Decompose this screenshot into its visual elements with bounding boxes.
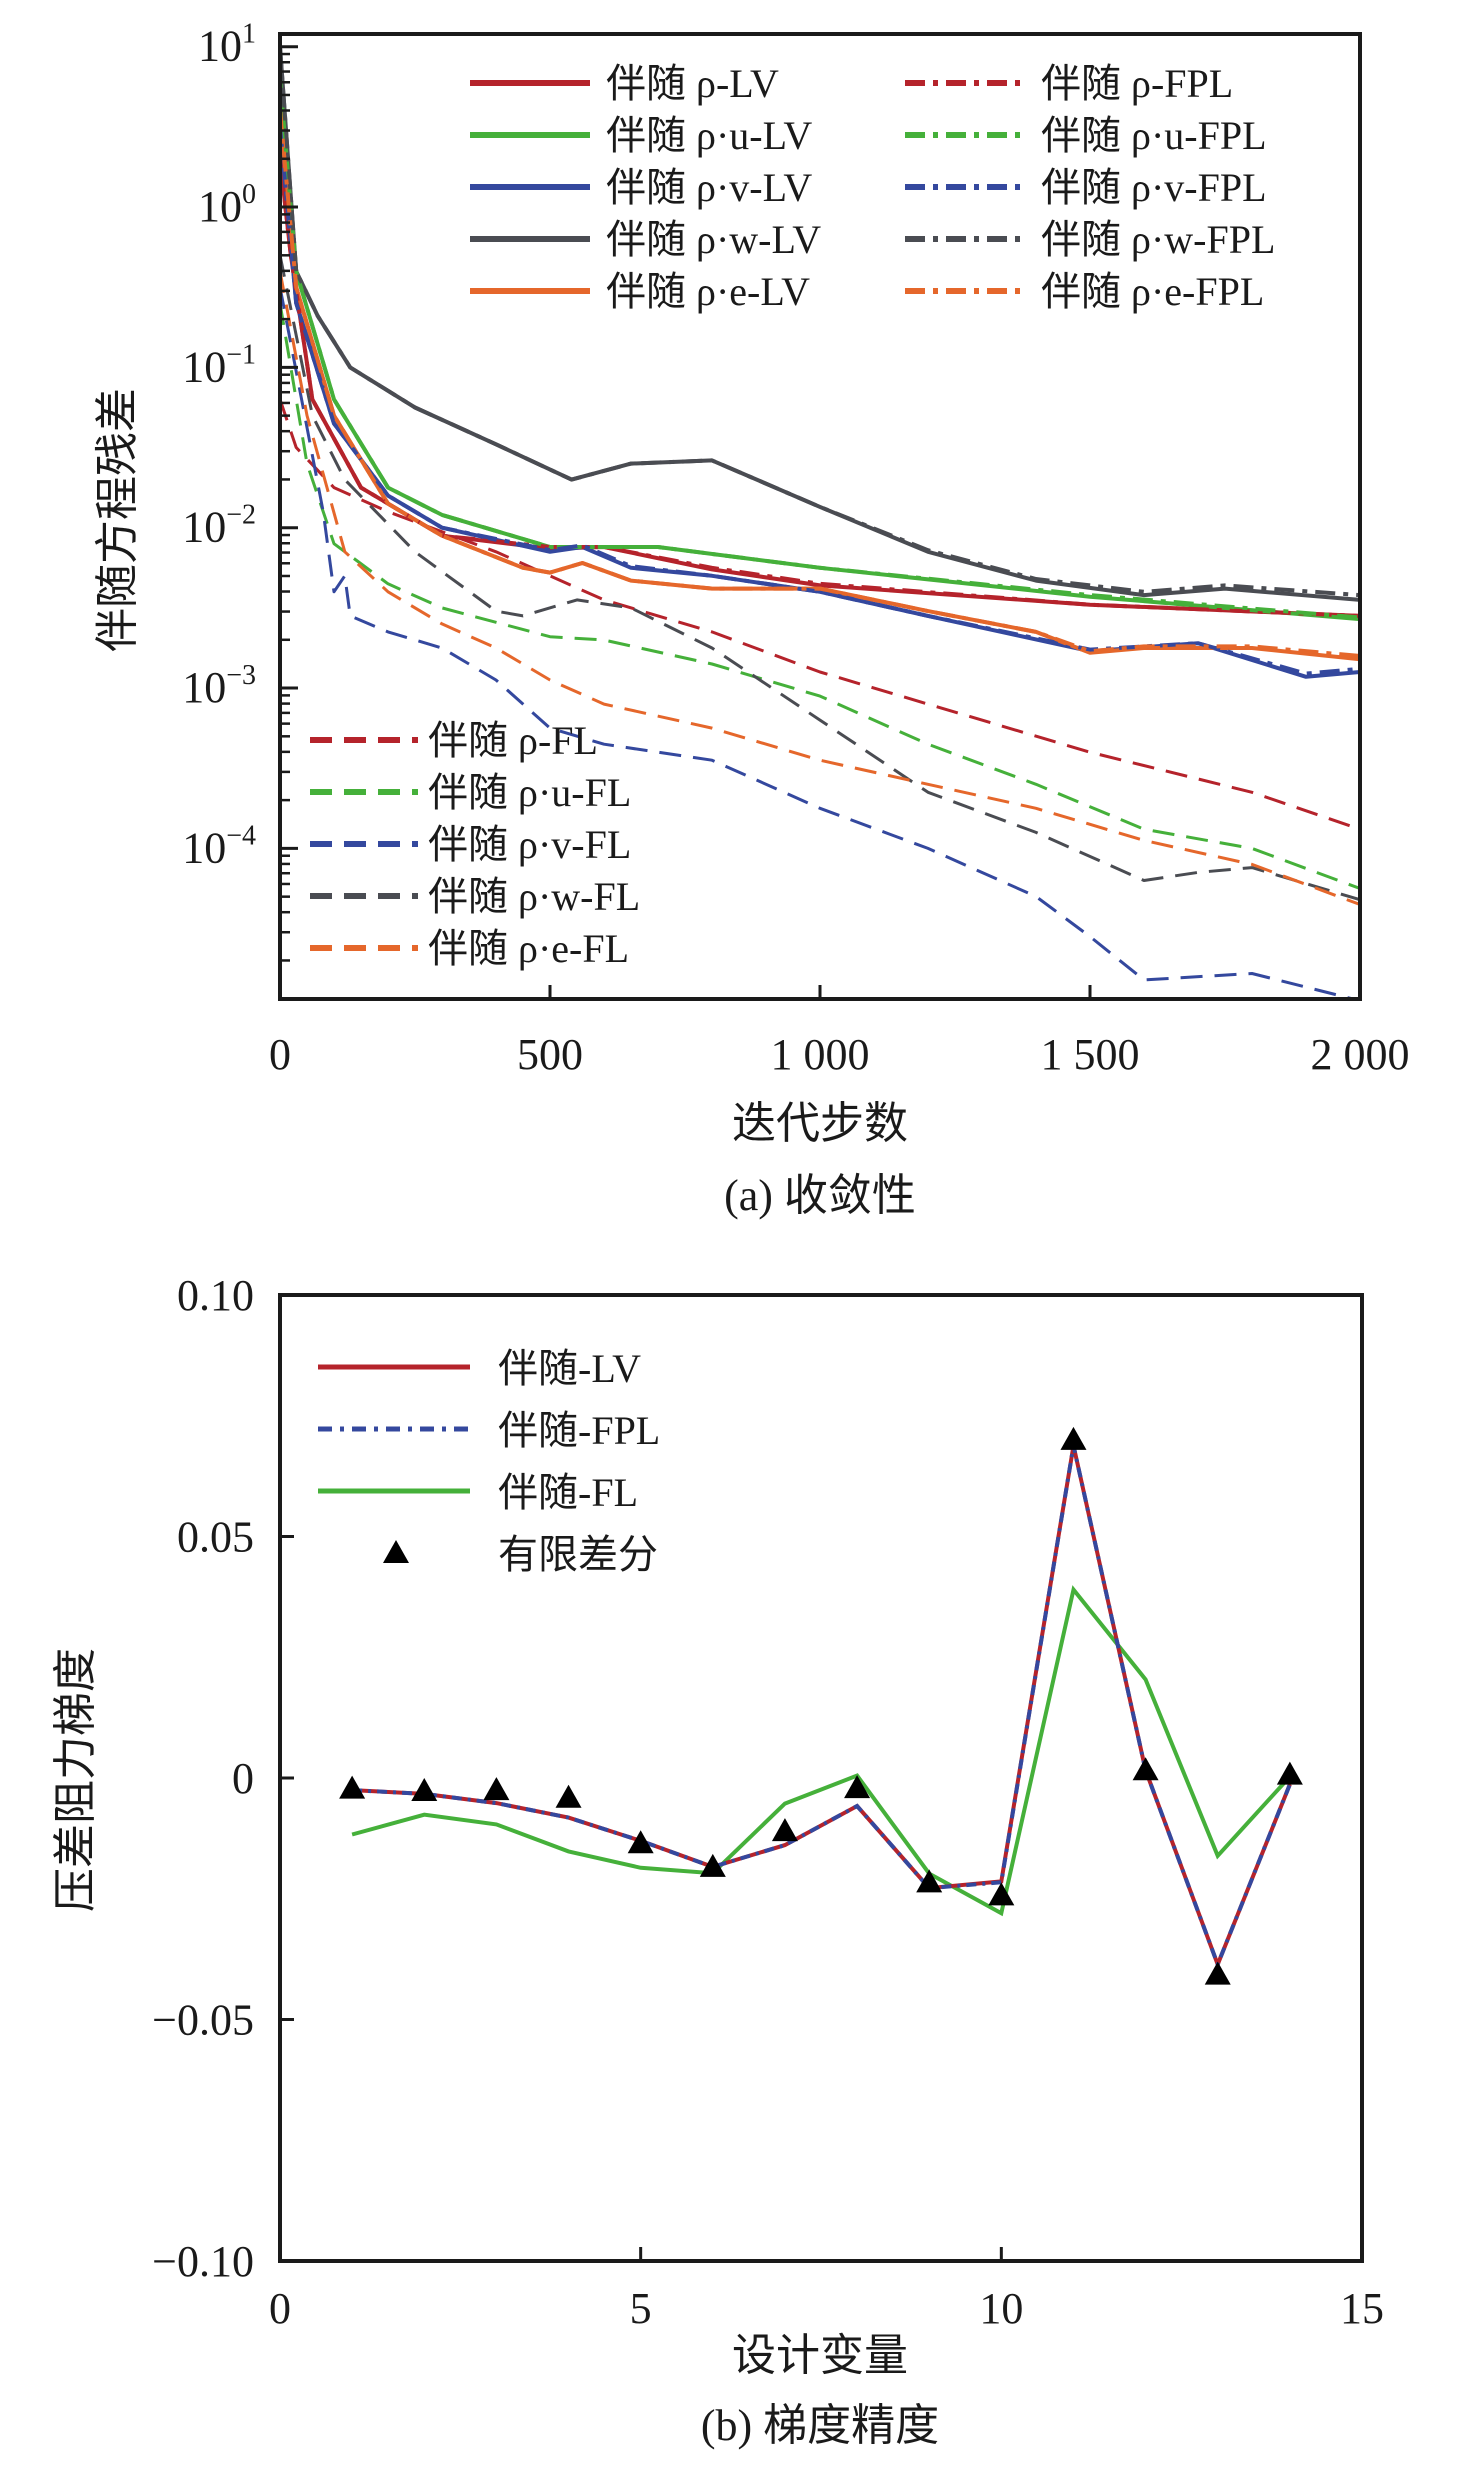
chart-b-y-axis-title: 压差阻力梯度 <box>50 1648 101 1912</box>
legend-label: 伴随 ρ·e-FL <box>428 926 629 971</box>
y-tick-label: −0.10 <box>152 2237 254 2286</box>
series-line-lv <box>351 1445 1292 1970</box>
x-tick-label: 10 <box>979 2284 1023 2333</box>
series-line-e-fpl-dashdot <box>280 110 1360 658</box>
legend-label: 伴随 ρ·e-LV <box>606 269 810 314</box>
legend-label: 有限差分 <box>498 1532 658 1577</box>
y-tick-label: 101 <box>198 19 256 71</box>
legend-label: 伴随 ρ-FPL <box>1041 61 1233 106</box>
chart-a-caption: (a) 收敛性 <box>724 1171 916 1220</box>
chart-b-x-axis-title: 设计变量 <box>732 2330 908 2381</box>
legend-label: 伴随 ρ·v-FL <box>428 822 631 867</box>
legend-label: 伴随 ρ-LV <box>606 61 779 106</box>
y-tick-label: 0 <box>232 1754 254 1803</box>
finite-difference-marker <box>1060 1426 1087 1450</box>
series-line-fpl <box>351 1445 1292 1970</box>
chart-b-legend: 伴随-LV 伴随-FPL 伴随-FL 有限差分 <box>318 1346 660 1577</box>
finite-difference-marker <box>771 1818 798 1842</box>
chart-a-convergence: 0 500 1 000 1 500 2 000 101 100 10−1 10−2 10−3 10−… <box>92 19 1410 1220</box>
x-tick-label: 15 <box>1340 2284 1384 2333</box>
legend-label: 伴随 ρ·w-LV <box>606 217 821 262</box>
finite-difference-marker <box>988 1882 1015 1906</box>
series-line-u-lv-solid <box>280 78 1360 622</box>
chart-a-series-group <box>280 46 1360 999</box>
legend-label: 伴随 ρ·u-FPL <box>1041 113 1267 158</box>
chart-a-x-axis-title: 迭代步数 <box>732 1098 908 1149</box>
y-tick-label: 10−3 <box>182 660 256 712</box>
chart-b-gradient-accuracy: 0 5 10 150.100.050−0.05−0.10 伴随-LV伴随-FPL伴随-… <box>50 1271 1384 2450</box>
chart-b-caption: (b) 梯度精度 <box>701 2401 939 2450</box>
chart-b-frame <box>278 1293 1364 2263</box>
finite-difference-marker <box>411 1778 438 1802</box>
finite-difference-marker <box>1276 1761 1303 1785</box>
x-tick-label: 1 500 <box>1041 1030 1140 1079</box>
legend-label: 伴随 ρ·w-FL <box>428 874 640 919</box>
legend-label: 伴随 ρ·u-LV <box>606 113 812 158</box>
series-line-v-fl-dashed <box>280 286 1360 999</box>
x-tick-label: 0 <box>269 1030 291 1079</box>
legend-label: 伴随 ρ·e-FPL <box>1041 269 1264 314</box>
legend-swatch-finite-difference <box>383 1540 409 1563</box>
legend-label: 伴随-FPL <box>498 1408 660 1453</box>
chart-a-ticks: 0 500 1 000 1 500 2 000 101 100 10−1 10−2 10−3 10−… <box>182 19 1409 1079</box>
legend-label: 伴随 ρ-FL <box>428 718 598 763</box>
x-tick-label: 1 000 <box>771 1030 870 1079</box>
finite-difference-marker <box>1204 1961 1231 1985</box>
y-tick-label: 10−1 <box>182 339 256 391</box>
y-tick-label: 0.05 <box>177 1513 254 1562</box>
legend-label: 伴随 ρ·u-FL <box>428 770 631 815</box>
finite-difference-marker <box>483 1777 510 1801</box>
series-line-w-fpl-dashdot <box>280 46 1360 598</box>
chart-a-legend-bottom: 伴随 ρ-FL 伴随 ρ·u-FL 伴随 ρ·v-FL 伴随 ρ·w-FL 伴随 ρ·e… <box>310 718 640 971</box>
finite-difference-marker <box>627 1830 654 1854</box>
legend-label: 伴随-FL <box>498 1470 638 1515</box>
finite-difference-marker <box>339 1775 366 1799</box>
finite-difference-marker <box>916 1869 943 1893</box>
chart-a-legend-top: 伴随 ρ-LV 伴随 ρ·u-LV 伴随 ρ·v-LV 伴随 ρ·w-LV 伴随 ρ·e… <box>470 61 1275 314</box>
finite-difference-marker <box>699 1853 726 1877</box>
x-tick-label: 0 <box>269 2284 291 2333</box>
finite-difference-marker <box>844 1775 871 1799</box>
chart-b-ticks: 0 5 10 15 0.10 0.05 0 −0.05 −0.10 <box>152 1271 1384 2333</box>
finite-difference-marker <box>1132 1757 1159 1781</box>
series-line-w-fl-dashed <box>280 254 1360 902</box>
y-tick-label: 100 <box>198 179 256 231</box>
y-tick-label: 0.10 <box>177 1271 254 1320</box>
series-line-u-fpl-dashdot <box>280 78 1360 620</box>
y-tick-label: −0.05 <box>152 1996 254 2045</box>
legend-label: 伴随 ρ·w-FPL <box>1041 217 1275 262</box>
x-tick-label: 500 <box>517 1030 583 1079</box>
series-line-e-fl-dashed <box>280 270 1360 906</box>
series-line-fl-dashed <box>280 398 1360 831</box>
y-tick-label: 10−4 <box>182 820 256 872</box>
legend-label: 伴随 ρ·v-LV <box>606 165 812 210</box>
legend-label: 伴随 ρ·v-FPL <box>1041 165 1267 210</box>
legend-label: 伴随-LV <box>498 1346 641 1391</box>
y-tick-label: 10−2 <box>182 500 256 552</box>
x-tick-label: 5 <box>630 2284 652 2333</box>
x-tick-label: 2 000 <box>1311 1030 1410 1079</box>
finite-difference-marker <box>555 1784 582 1808</box>
chart-a-y-axis-title: 伴随方程残差 <box>92 388 143 652</box>
chart-b-series-group <box>339 1426 1303 1985</box>
series-line-fl <box>351 1585 1292 1917</box>
